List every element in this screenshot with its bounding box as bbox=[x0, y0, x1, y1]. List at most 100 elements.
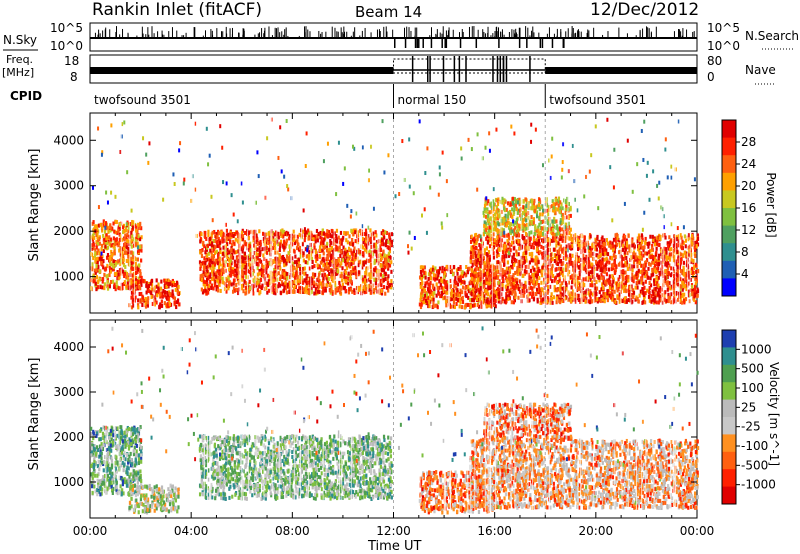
heatmap-cell bbox=[604, 263, 607, 268]
heatmap-cell bbox=[431, 292, 434, 297]
heatmap-cell bbox=[288, 234, 292, 239]
heatmap-cell bbox=[377, 283, 380, 288]
heatmap-cell bbox=[242, 256, 245, 261]
heatmap-cell bbox=[104, 221, 108, 226]
heatmap-cell bbox=[573, 260, 577, 265]
heatmap-cell bbox=[467, 289, 470, 294]
heatmap-cell bbox=[589, 296, 592, 301]
heatmap-cell bbox=[244, 281, 247, 286]
heatmap-cell bbox=[277, 259, 280, 264]
heatmap-cell bbox=[428, 304, 431, 309]
heatmap-cell bbox=[536, 262, 539, 267]
heatmap-cell bbox=[496, 269, 499, 274]
heatmap-cell bbox=[387, 258, 390, 263]
heatmap-cell bbox=[346, 273, 349, 278]
heatmap-cell bbox=[227, 276, 230, 281]
heatmap-cell bbox=[363, 275, 366, 280]
heatmap-cell bbox=[383, 253, 386, 258]
heatmap-cell bbox=[456, 297, 459, 302]
heatmap-cell bbox=[221, 280, 224, 285]
heatmap-cell bbox=[137, 284, 141, 289]
heatmap-cell bbox=[236, 277, 240, 282]
heatmap-cell bbox=[510, 242, 513, 247]
heatmap-cell bbox=[318, 248, 322, 253]
heatmap-cell bbox=[244, 242, 247, 247]
heatmap-cell bbox=[526, 245, 529, 250]
heatmap-cell bbox=[109, 269, 112, 274]
heatmap-cell bbox=[127, 229, 130, 234]
heatmap-cell bbox=[370, 290, 373, 295]
heatmap-cell bbox=[329, 233, 332, 238]
heatmap-cell bbox=[608, 293, 611, 298]
heatmap-cell bbox=[559, 244, 562, 249]
heatmap-cell bbox=[654, 257, 657, 262]
heatmap-cell bbox=[568, 245, 571, 250]
heatmap-cell bbox=[229, 272, 233, 277]
heatmap-cell bbox=[157, 290, 160, 295]
heatmap-cell bbox=[684, 244, 687, 249]
nave-tick-bottom: 0 bbox=[707, 70, 715, 84]
heatmap-cell bbox=[608, 274, 611, 279]
heatmap-cell bbox=[503, 241, 506, 246]
heatmap-cell bbox=[613, 289, 616, 294]
heatmap-cell bbox=[474, 290, 477, 295]
heatmap-cell bbox=[268, 235, 272, 240]
heatmap-cell bbox=[320, 259, 324, 264]
heatmap-cell bbox=[272, 238, 275, 243]
heatmap-cell bbox=[203, 244, 206, 249]
heatmap-cell bbox=[312, 283, 316, 288]
heatmap-cell bbox=[488, 303, 491, 308]
heatmap-cell bbox=[582, 295, 585, 300]
heatmap-cell bbox=[169, 302, 173, 307]
heatmap-cell bbox=[203, 263, 206, 268]
heatmap-cell bbox=[647, 294, 651, 299]
heatmap-cell bbox=[532, 235, 536, 240]
heatmap-cell bbox=[511, 289, 515, 294]
heatmap-cell bbox=[536, 257, 539, 262]
heatmap-cell bbox=[585, 289, 588, 294]
heatmap-cell bbox=[304, 288, 308, 293]
heatmap-cell bbox=[210, 253, 214, 258]
heatmap-cell bbox=[602, 291, 605, 296]
heatmap-cell bbox=[374, 281, 377, 286]
heatmap-cell bbox=[107, 239, 110, 244]
heatmap-cell bbox=[276, 231, 280, 236]
heatmap-cell bbox=[663, 249, 666, 254]
heatmap-cell bbox=[519, 243, 522, 248]
heatmap-cell bbox=[553, 288, 556, 293]
heatmap-cell bbox=[302, 229, 305, 234]
heatmap-cell bbox=[305, 254, 308, 259]
heatmap-cell bbox=[313, 264, 316, 269]
heatmap-cell bbox=[440, 294, 443, 299]
heatmap-cell bbox=[492, 272, 495, 277]
heatmap-cell bbox=[682, 265, 685, 270]
heatmap-cell bbox=[248, 265, 251, 270]
heatmap-cell bbox=[358, 270, 361, 275]
heatmap-cell bbox=[627, 298, 630, 303]
heatmap-cell bbox=[314, 239, 317, 244]
heatmap-cell bbox=[202, 282, 205, 287]
panel-frame bbox=[89, 112, 698, 314]
heatmap-cell bbox=[313, 280, 316, 285]
heatmap-cell bbox=[595, 286, 599, 291]
heatmap-cell bbox=[460, 290, 464, 295]
heatmap-cell bbox=[579, 239, 582, 244]
heatmap-cell bbox=[374, 230, 377, 235]
heatmap-cell bbox=[681, 287, 684, 292]
heatmap-cell bbox=[130, 261, 133, 266]
heatmap-cell bbox=[117, 229, 120, 234]
heatmap-cell bbox=[623, 288, 626, 293]
heatmap-cell bbox=[389, 242, 392, 247]
heatmap-cell bbox=[673, 276, 676, 281]
heatmap-cell bbox=[208, 263, 212, 268]
heatmap-cell bbox=[549, 267, 552, 272]
heatmap-cell bbox=[330, 258, 333, 263]
heatmap-cell bbox=[429, 294, 432, 299]
heatmap-cell bbox=[118, 248, 121, 253]
heatmap-cell bbox=[259, 277, 263, 282]
heatmap-cell bbox=[464, 286, 467, 291]
heatmap-cell bbox=[432, 273, 436, 278]
heatmap-cell bbox=[446, 290, 449, 295]
heatmap-cell bbox=[138, 237, 142, 242]
heatmap-cell bbox=[530, 245, 533, 250]
